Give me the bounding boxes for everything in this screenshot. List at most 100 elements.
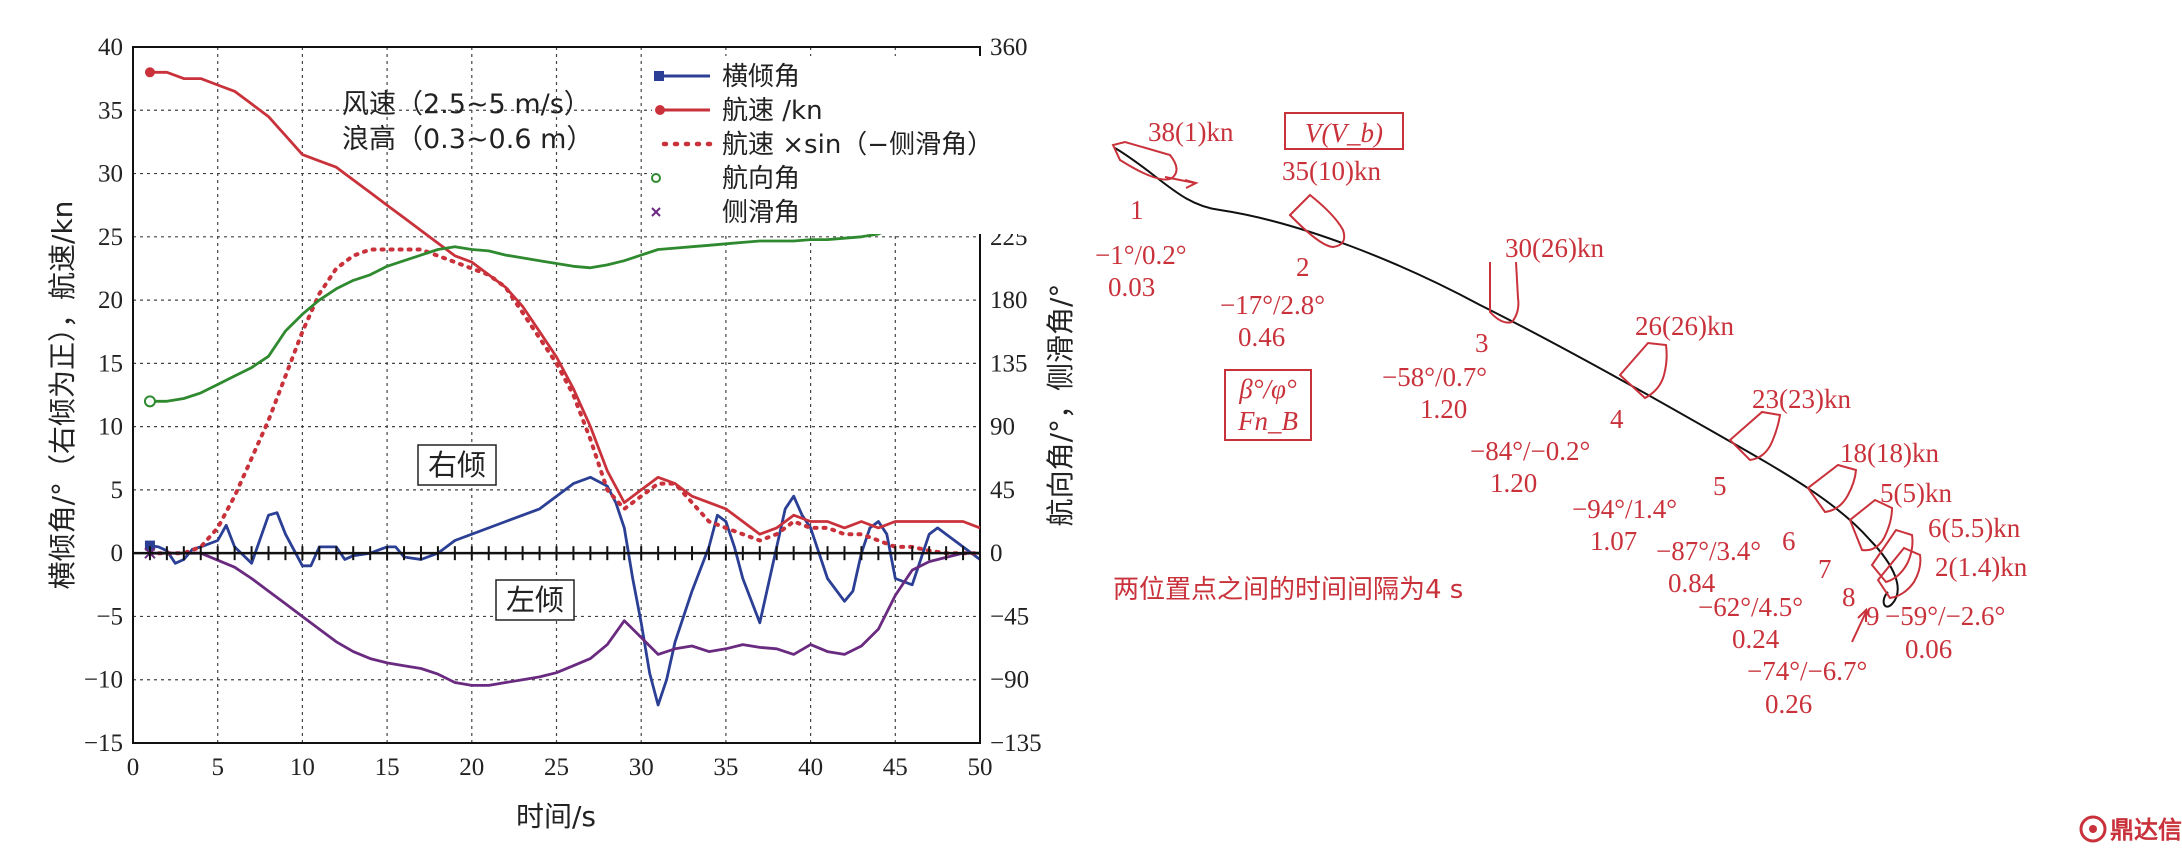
legend-marker bbox=[651, 173, 661, 183]
right-y-tick-label: −90 bbox=[990, 667, 1029, 694]
legend-item-speed: 航速 /kn bbox=[655, 96, 823, 126]
position-6-froude: 0.84 bbox=[1668, 568, 1716, 598]
position-6-speed: 18(18)kn bbox=[1840, 438, 1939, 468]
x-tick-label: 35 bbox=[713, 754, 738, 781]
legend-label: 航速 ×sin（−侧滑角） bbox=[722, 130, 993, 160]
position-4-index: 4 bbox=[1610, 404, 1624, 434]
left-y-tick-label: 30 bbox=[98, 161, 123, 188]
position-2-froude: 0.46 bbox=[1238, 322, 1285, 352]
position-2-index: 2 bbox=[1296, 252, 1310, 282]
legend-item-sideslip: 侧滑角 bbox=[651, 198, 800, 228]
legend-marker bbox=[654, 71, 664, 81]
angle-legend-box bbox=[1224, 369, 1312, 441]
x-tick-label: 20 bbox=[459, 754, 484, 781]
hull-5 bbox=[1728, 410, 1782, 462]
position-4-speed: 26(26)kn bbox=[1635, 311, 1734, 341]
position-3-froude: 1.20 bbox=[1420, 394, 1467, 424]
position-7-index: 7 bbox=[1818, 554, 1832, 584]
position-9-froude: 0.06 bbox=[1905, 634, 1952, 664]
plot-frame bbox=[132, 46, 981, 744]
left-y-tick-label: 25 bbox=[98, 224, 123, 251]
position-9-angles: −59°/−2.6° bbox=[1885, 601, 2005, 631]
position-6-angles: −87°/3.4° bbox=[1656, 536, 1761, 566]
position-1-froude: 0.03 bbox=[1108, 272, 1155, 302]
legend-item-heel-angle: 横倾角 bbox=[654, 62, 800, 92]
position-3-index: 3 bbox=[1475, 328, 1489, 358]
right-y-tick-label: −135 bbox=[990, 730, 1042, 757]
position-2-angles: −17°/2.8° bbox=[1220, 290, 1325, 320]
position-5-froude: 1.07 bbox=[1590, 526, 1637, 556]
position-8-index: 8 bbox=[1842, 582, 1856, 612]
left-y-tick-label: −10 bbox=[84, 667, 123, 694]
position-3-angles: −58°/0.7° bbox=[1382, 362, 1487, 392]
left-y-tick-label: 35 bbox=[98, 97, 123, 124]
position-1-angles: −1°/0.2° bbox=[1095, 240, 1187, 270]
x-axis-title: 时间/s bbox=[516, 800, 596, 833]
position-5-speed: 23(23)kn bbox=[1752, 384, 1851, 414]
left-y-axis-title: 横倾角/°（右倾为正），航速/kn bbox=[46, 201, 79, 590]
series-heading-line bbox=[149, 172, 981, 403]
position-7-angles: −62°/4.5° bbox=[1698, 592, 1803, 622]
right-y-tick-label: 45 bbox=[990, 477, 1015, 504]
left-y-tick-label: −5 bbox=[96, 603, 123, 630]
watermark-logo-icon bbox=[2079, 815, 2107, 843]
right-heel-label: 右倾 bbox=[428, 448, 486, 482]
position-2-speed: 35(10)kn bbox=[1282, 156, 1381, 186]
x-tick-label: 45 bbox=[883, 754, 908, 781]
watermark-logo-dot-icon bbox=[2089, 825, 2097, 833]
position-8-speed: 6(5.5)kn bbox=[1928, 513, 2021, 543]
left-y-tick-labels: 40 35 30 25 20 15 10 5 0 −5 −10 −15 bbox=[84, 34, 123, 757]
series-sideslip-line bbox=[149, 551, 980, 687]
right-y-tick-label: 90 bbox=[990, 414, 1015, 441]
position-7-speed: 5(5)kn bbox=[1880, 478, 1952, 508]
hull-3 bbox=[1489, 261, 1520, 324]
position-1-index: 1 bbox=[1130, 195, 1144, 225]
angle-legend-label: β°/φ° bbox=[1238, 374, 1297, 404]
series-layer bbox=[143, 67, 982, 707]
position-9-index: 9 bbox=[1866, 601, 1880, 631]
trajectory-diagram: V(V_b) β°/φ° Fn_B 两位置点之间的时间间隔为4 s 38(1)k… bbox=[1095, 112, 2028, 719]
position-8-angles: −74°/−6.7° bbox=[1747, 656, 1867, 686]
position-3-speed: 30(26)kn bbox=[1505, 233, 1604, 263]
time-interval-note: 两位置点之间的时间间隔为4 s bbox=[1113, 575, 1463, 605]
time-history-chart: 0 5 10 15 20 25 30 35 40 45 50 4035302520151050−5−… bbox=[46, 34, 1077, 833]
right-y-tick-label: 0 bbox=[990, 540, 1003, 567]
left-y-tick-label: 0 bbox=[111, 540, 124, 567]
position-5-angles: −94°/1.4° bbox=[1572, 494, 1677, 524]
x-tick-label: 40 bbox=[798, 754, 823, 781]
position-5-index: 5 bbox=[1713, 471, 1727, 501]
hull-1 bbox=[1111, 140, 1178, 181]
x-tick-label: 50 bbox=[968, 754, 993, 781]
point-8-pointer bbox=[1851, 611, 1867, 643]
series-speed-sin-line bbox=[147, 247, 982, 556]
hull-6 bbox=[1806, 463, 1858, 514]
position-1-speed: 38(1)kn bbox=[1148, 117, 1234, 147]
left-y-tick-label: 40 bbox=[98, 34, 123, 61]
x-tick-label: 0 bbox=[127, 754, 140, 781]
position-4-froude: 1.20 bbox=[1490, 468, 1537, 498]
position-9-speed: 2(1.4)kn bbox=[1935, 552, 2028, 582]
legend-background bbox=[652, 56, 1052, 234]
left-heel-label: 左倾 bbox=[506, 583, 564, 617]
watermark-text: 鼎达信 bbox=[2110, 816, 2182, 844]
x-tick-label: 5 bbox=[211, 754, 224, 781]
legend-item-speed-sin: 航速 ×sin（−侧滑角） bbox=[661, 130, 993, 160]
right-y-tick-label: 135 bbox=[990, 350, 1028, 377]
legend-label: 航速 /kn bbox=[722, 96, 823, 126]
wave-height-note: 浪高（0.3~0.6 m） bbox=[342, 124, 593, 155]
right-y-tick-label: −45 bbox=[990, 603, 1029, 630]
x-tick-label: 25 bbox=[544, 754, 569, 781]
velocity-legend-label: V(V_b) bbox=[1305, 118, 1383, 148]
wind-speed-note: 风速（2.5~5 m/s） bbox=[342, 89, 591, 120]
position-6-index: 6 bbox=[1782, 526, 1796, 556]
x-tick-label: 10 bbox=[290, 754, 315, 781]
watermark-logo: 鼎达信 bbox=[2079, 815, 2182, 844]
x-tick-labels: 0 5 10 15 20 25 30 35 40 45 50 bbox=[127, 754, 993, 781]
legend-marker bbox=[655, 105, 665, 115]
legend-item-heading: 航向角 bbox=[651, 164, 800, 194]
series-speed-line bbox=[149, 70, 981, 536]
left-y-tick-label: 10 bbox=[98, 414, 123, 441]
x-tick-label: 30 bbox=[629, 754, 654, 781]
